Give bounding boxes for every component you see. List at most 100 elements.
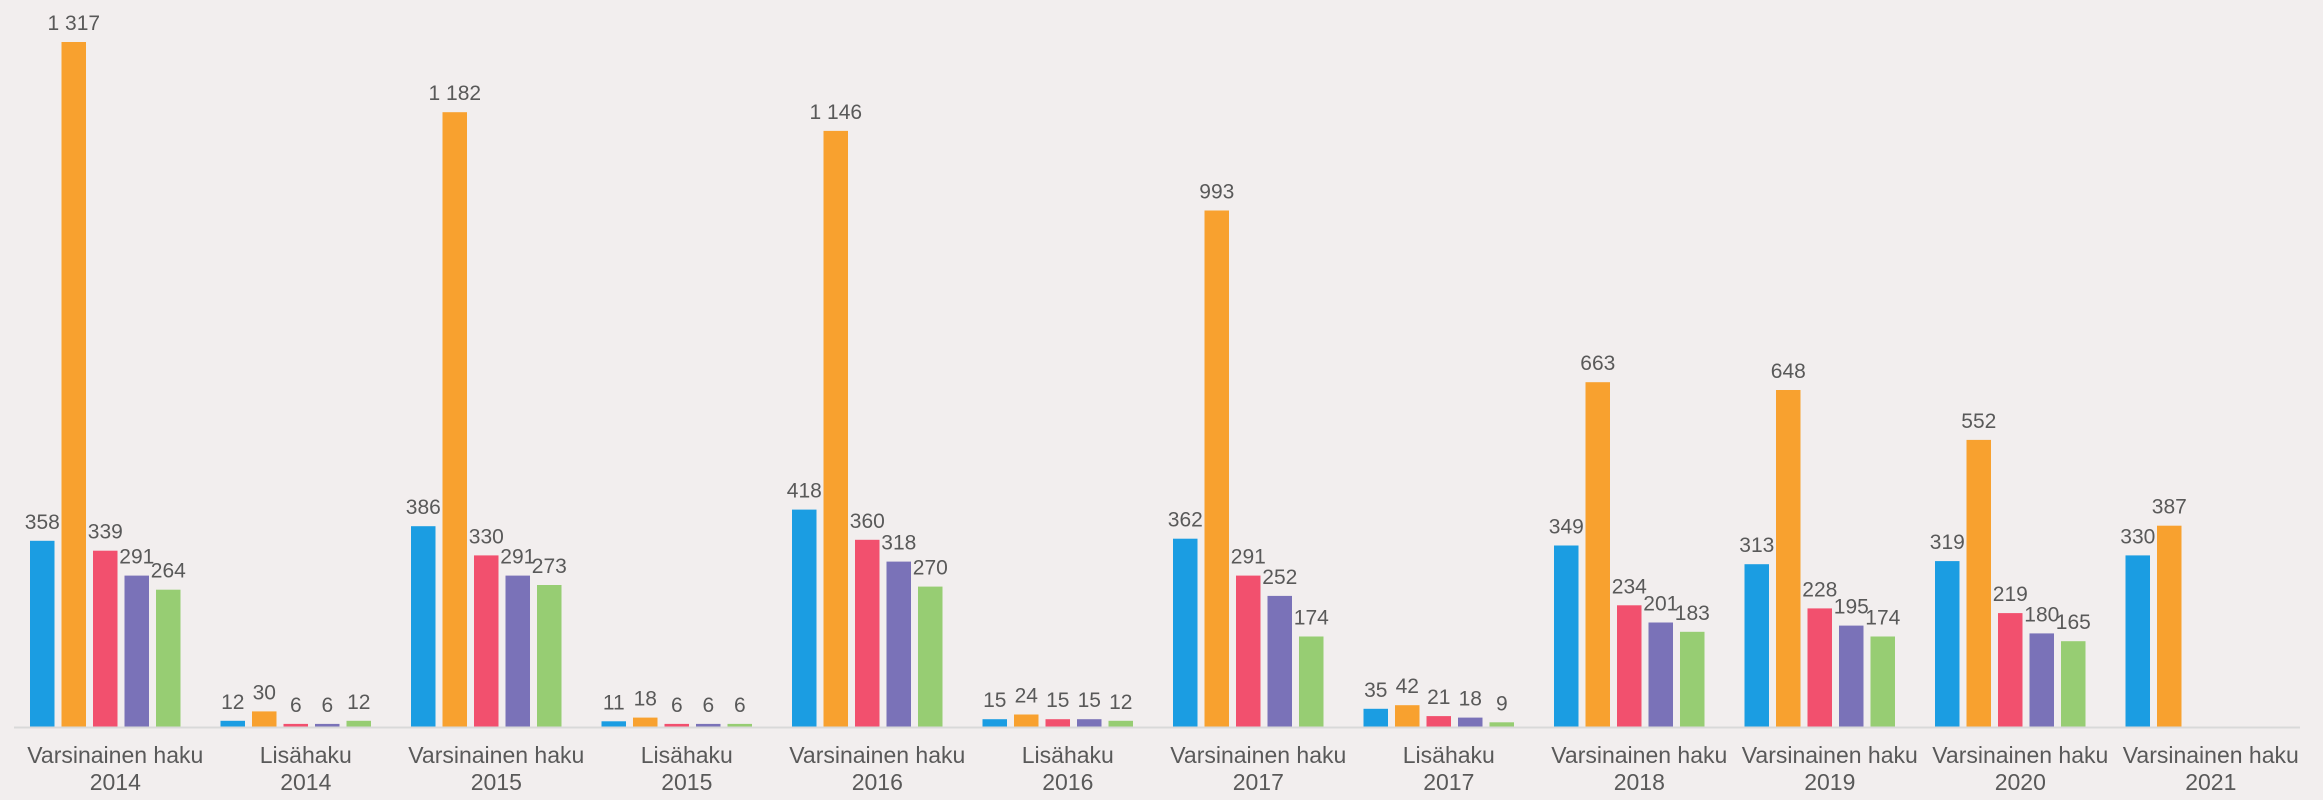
category-labels-layer: Varsinainen haku2014Lisähaku2014Varsinai… [27, 742, 2299, 795]
data-label: 12 [347, 691, 370, 714]
bar [1489, 722, 1514, 727]
bar [664, 723, 689, 727]
bar [1839, 625, 1864, 727]
category-label: Varsinainen haku [1551, 742, 1727, 768]
bar [1299, 636, 1324, 727]
data-label: 291 [1231, 546, 1266, 569]
bar [886, 561, 911, 727]
data-label: 358 [25, 511, 60, 534]
data-label: 18 [1459, 688, 1482, 711]
bar [633, 717, 658, 727]
bar [346, 720, 371, 727]
data-label: 1 182 [429, 82, 482, 105]
data-label: 349 [1549, 516, 1584, 539]
data-label: 6 [671, 694, 683, 717]
bar [1648, 622, 1673, 727]
category-label: Varsinainen haku [1932, 742, 2108, 768]
bar [1554, 545, 1579, 727]
data-label: 313 [1739, 534, 1774, 557]
bar [1744, 564, 1769, 727]
category-year-label: 2016 [1042, 769, 1093, 795]
bar [537, 585, 562, 727]
category-year-label: 2019 [1804, 769, 1855, 795]
data-label: 330 [2120, 525, 2155, 548]
bar [696, 723, 721, 727]
data-label: 663 [1580, 352, 1615, 375]
category-year-label: 2016 [852, 769, 903, 795]
bar [220, 720, 245, 727]
data-label: 386 [406, 496, 441, 519]
bar [1363, 708, 1388, 727]
bars-layer [30, 42, 2182, 727]
category-label: Varsinainen haku [1742, 742, 1918, 768]
bar [1395, 705, 1420, 727]
data-label: 35 [1364, 679, 1387, 702]
data-label: 418 [787, 480, 822, 503]
bar [792, 509, 817, 727]
data-label: 219 [1993, 583, 2028, 606]
data-label: 360 [850, 510, 885, 533]
bar [1173, 538, 1198, 727]
category-label: Varsinainen haku [789, 742, 965, 768]
bar [30, 540, 55, 727]
bar [1426, 716, 1451, 727]
category-year-label: 2014 [280, 769, 331, 795]
data-label: 252 [1262, 566, 1297, 589]
bar [727, 723, 752, 727]
bar [601, 721, 626, 727]
bar [982, 719, 1007, 727]
bar [1108, 720, 1133, 727]
bar [411, 526, 436, 727]
bar [315, 723, 340, 727]
bar [1776, 390, 1801, 727]
data-label: 12 [1109, 691, 1132, 714]
category-year-label: 2018 [1614, 769, 1665, 795]
bar [1236, 575, 1261, 727]
data-label: 11 [603, 691, 625, 714]
bar [1966, 439, 1991, 727]
data-label: 174 [1294, 607, 1329, 630]
bar [1045, 719, 1070, 727]
data-label: 165 [2056, 611, 2091, 634]
category-year-label: 2020 [1995, 769, 2046, 795]
data-label: 318 [881, 532, 916, 555]
data-label: 264 [151, 560, 186, 583]
category-year-label: 2017 [1423, 769, 1474, 795]
category-label: Varsinainen haku [2123, 742, 2299, 768]
bar [2157, 525, 2182, 727]
data-label: 6 [734, 694, 746, 717]
data-label: 648 [1771, 360, 1806, 383]
category-label: Lisähaku [1022, 742, 1114, 768]
data-label: 18 [634, 688, 657, 711]
category-label: Lisähaku [1403, 742, 1495, 768]
data-label: 30 [253, 681, 276, 704]
data-label: 319 [1930, 531, 1965, 554]
category-year-label: 2014 [90, 769, 141, 795]
category-label: Varsinainen haku [27, 742, 203, 768]
bar [1870, 636, 1895, 727]
bar [2061, 641, 2086, 727]
data-label: 6 [321, 694, 333, 717]
data-label: 270 [913, 557, 948, 580]
category-label: Lisähaku [260, 742, 352, 768]
data-label: 1 146 [810, 101, 863, 124]
bar [93, 550, 118, 727]
data-label: 234 [1612, 575, 1647, 598]
data-label: 1 317 [48, 12, 101, 35]
bar [1585, 382, 1610, 727]
bar [2125, 555, 2150, 727]
data-label: 993 [1199, 181, 1234, 204]
bar [1014, 714, 1039, 727]
data-label: 183 [1675, 602, 1710, 625]
data-label: 228 [1802, 578, 1837, 601]
data-label: 330 [469, 525, 504, 548]
category-year-label: 2015 [661, 769, 712, 795]
category-year-label: 2015 [471, 769, 522, 795]
data-label: 24 [1015, 685, 1039, 708]
bar [1935, 561, 1960, 727]
data-label: 42 [1396, 675, 1419, 698]
category-year-label: 2017 [1233, 769, 1284, 795]
